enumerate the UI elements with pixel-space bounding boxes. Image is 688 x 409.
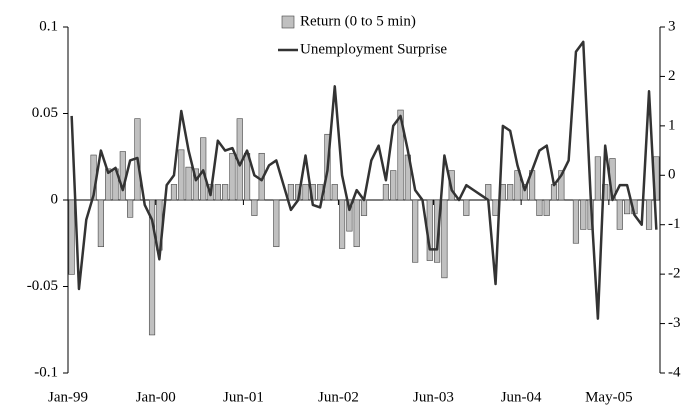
y2-tick-label: 1	[668, 117, 676, 133]
bar	[441, 199, 448, 279]
bar	[558, 170, 565, 201]
bar	[594, 156, 601, 201]
bar	[200, 137, 207, 201]
y2-tick-label: -2	[668, 266, 681, 282]
x-tick-label: May-05	[585, 389, 633, 405]
y-tick-label: 0	[51, 191, 59, 207]
y-tick-label: 0.05	[32, 105, 58, 121]
bar	[229, 152, 236, 201]
bar	[338, 199, 346, 249]
bar	[185, 166, 192, 201]
bar	[397, 109, 404, 201]
y2-tick-label: 2	[668, 68, 676, 84]
bar	[148, 199, 156, 336]
bar	[119, 151, 126, 201]
bar	[331, 184, 338, 201]
bar	[68, 199, 75, 275]
bar	[572, 199, 580, 244]
bar	[463, 199, 470, 216]
x-tick-label: Jan-99	[48, 389, 88, 405]
y-tick-label: -0.1	[34, 364, 58, 380]
y-tick-label: 0.1	[39, 18, 58, 34]
bar	[616, 199, 623, 230]
x-tick-label: Jun-01	[223, 389, 264, 405]
bar	[346, 199, 353, 232]
bar	[273, 199, 280, 248]
bar	[521, 184, 528, 201]
x-tick-label: Jun-04	[501, 389, 542, 405]
bar	[251, 199, 258, 216]
bar	[214, 184, 221, 201]
bar	[543, 199, 550, 216]
y2-tick-label: 3	[668, 18, 676, 34]
bar	[287, 184, 294, 201]
x-tick-label: Jun-03	[413, 389, 454, 405]
bar	[412, 199, 419, 263]
bar	[222, 184, 229, 201]
bar	[514, 170, 521, 201]
bar	[645, 199, 653, 230]
bar	[97, 199, 104, 248]
y2-tick-label: 0	[668, 167, 676, 183]
x-tick-label: Jan-00	[136, 389, 176, 405]
bar	[624, 199, 631, 215]
legend-label: Unemployment Surprise	[300, 41, 447, 57]
legend-label: Return (0 to 5 min)	[300, 13, 416, 29]
bar	[353, 199, 360, 248]
bar	[192, 168, 199, 201]
bar	[507, 184, 514, 201]
y2-tick-label: -1	[668, 216, 681, 232]
legend-swatch	[281, 15, 295, 29]
y2-tick-label: -3	[668, 315, 681, 331]
y2-tick-label: -4	[668, 364, 681, 380]
bar	[170, 184, 178, 201]
bar	[550, 184, 558, 201]
bar	[360, 199, 368, 216]
legend-box	[262, 4, 494, 74]
bar	[492, 199, 499, 216]
line	[70, 40, 658, 320]
x-tick-label: Jun-02	[318, 389, 359, 405]
bar	[127, 199, 134, 218]
bar	[382, 184, 390, 201]
bar	[580, 199, 587, 230]
y-tick-label: -0.05	[27, 278, 58, 294]
bar	[536, 199, 543, 216]
bar	[178, 149, 185, 201]
bar	[390, 170, 397, 201]
bar	[434, 199, 441, 263]
bar	[302, 184, 309, 201]
